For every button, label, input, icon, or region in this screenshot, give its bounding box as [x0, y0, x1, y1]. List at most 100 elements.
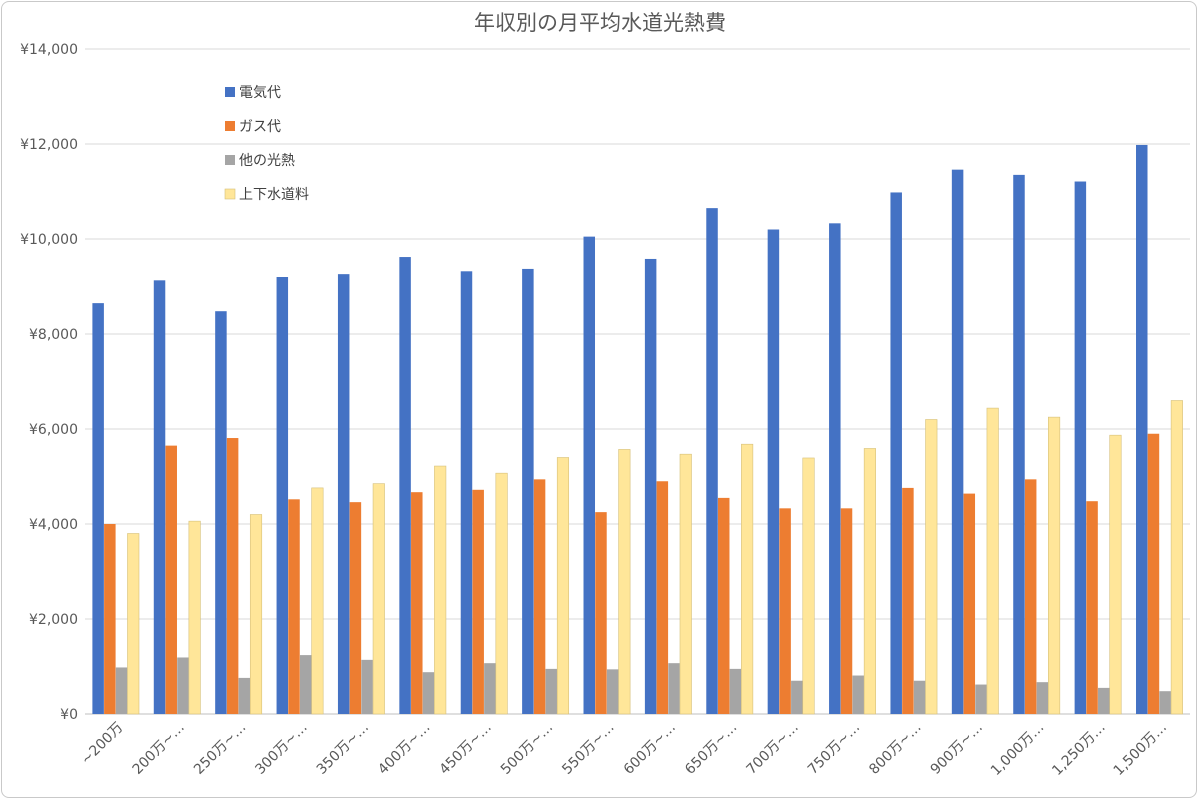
y-tick-label: ¥8,000	[29, 327, 78, 343]
bar	[460, 271, 473, 714]
bar	[249, 514, 263, 715]
bar	[1048, 416, 1061, 715]
bar	[679, 453, 692, 715]
legend-swatch	[225, 87, 235, 97]
bar	[288, 499, 300, 714]
bar	[533, 479, 546, 714]
bar	[779, 508, 791, 714]
bar	[863, 448, 876, 715]
bar	[361, 659, 373, 714]
bar	[1013, 174, 1025, 715]
bar	[1170, 400, 1183, 715]
bar	[215, 311, 227, 714]
bar	[963, 493, 976, 714]
bar	[556, 457, 570, 715]
bar	[913, 680, 926, 714]
bar	[802, 457, 815, 715]
series-1	[92, 144, 1148, 715]
x-tick-label: 1,250万…	[1049, 720, 1108, 779]
bar	[337, 274, 350, 714]
bar	[1159, 691, 1171, 714]
bar	[177, 657, 189, 714]
y-tick-label: ¥6,000	[29, 422, 78, 438]
bar	[127, 533, 140, 715]
bar	[484, 663, 496, 714]
bar	[226, 438, 239, 714]
bar	[1036, 682, 1049, 714]
bar	[741, 443, 754, 715]
bar	[188, 520, 201, 715]
bar	[986, 407, 999, 715]
legend-swatch	[225, 121, 235, 131]
legend-swatch	[225, 155, 235, 165]
bar	[1086, 501, 1098, 714]
x-tick-label: 600万~…	[621, 720, 679, 778]
bar	[925, 419, 938, 715]
legend-label: 上下水道料	[239, 187, 309, 203]
bar	[104, 524, 116, 714]
bar	[165, 445, 177, 715]
bar	[1147, 433, 1160, 714]
bar	[1074, 181, 1087, 714]
bar	[153, 280, 166, 714]
x-tick-label: 500万~…	[498, 720, 556, 778]
legend-swatch	[224, 188, 236, 200]
bar	[1098, 687, 1110, 715]
bar	[656, 481, 669, 714]
bar	[545, 668, 558, 715]
bar	[840, 508, 853, 714]
chart-title: 年収別の月平均水道光熱費	[474, 11, 726, 35]
x-tick-label: 300万~…	[252, 720, 310, 778]
series-3	[115, 655, 1171, 715]
bar	[583, 236, 596, 715]
bar	[606, 669, 619, 714]
grid-layer	[85, 48, 1190, 715]
bar	[890, 192, 902, 714]
bar	[975, 684, 987, 714]
x-tick-label: ~200万	[78, 720, 126, 768]
x-tick-label: 400万~…	[375, 720, 433, 778]
bar	[522, 268, 534, 714]
y-tick-label: ¥14,000	[20, 42, 78, 58]
x-tick-label: 450万~…	[437, 720, 495, 778]
bar	[729, 668, 742, 715]
bar	[852, 675, 864, 714]
y-tick-label: ¥12,000	[20, 137, 78, 153]
bar	[238, 677, 251, 714]
x-tick-label: 750万~…	[805, 720, 863, 778]
y-tick-label: ¥10,000	[20, 232, 78, 248]
bar	[422, 672, 435, 714]
bar	[115, 667, 128, 714]
bar	[434, 465, 447, 715]
bar	[495, 472, 508, 715]
bar	[595, 512, 607, 715]
bar	[902, 487, 914, 714]
bar	[1024, 479, 1037, 714]
x-tick-label: 1,500万…	[1111, 720, 1170, 779]
x-tick-label: 800万~…	[866, 720, 924, 778]
bar	[299, 655, 312, 714]
bar	[372, 483, 385, 715]
y-tick-label: ¥2,000	[29, 612, 78, 628]
x-tick-label: 350万~…	[314, 720, 372, 778]
bar	[276, 277, 289, 714]
bar	[618, 449, 631, 715]
bar	[92, 303, 104, 715]
legend-label: 電気代	[239, 85, 281, 101]
x-tick-label: 200万~…	[130, 720, 188, 778]
bar	[1109, 434, 1122, 715]
bar	[951, 169, 964, 714]
bar	[829, 223, 841, 714]
bar	[472, 489, 484, 714]
x-tick-label: 550万~…	[559, 720, 617, 778]
y-tick-label: ¥4,000	[29, 517, 78, 533]
bar	[668, 663, 680, 714]
x-tick-label: 250万~…	[191, 720, 249, 778]
legend-label: ガス代	[239, 119, 281, 135]
bar	[399, 257, 411, 714]
legend-label: 他の光熱	[239, 153, 295, 169]
bar	[411, 492, 423, 714]
x-tick-label: 900万~…	[928, 720, 986, 778]
